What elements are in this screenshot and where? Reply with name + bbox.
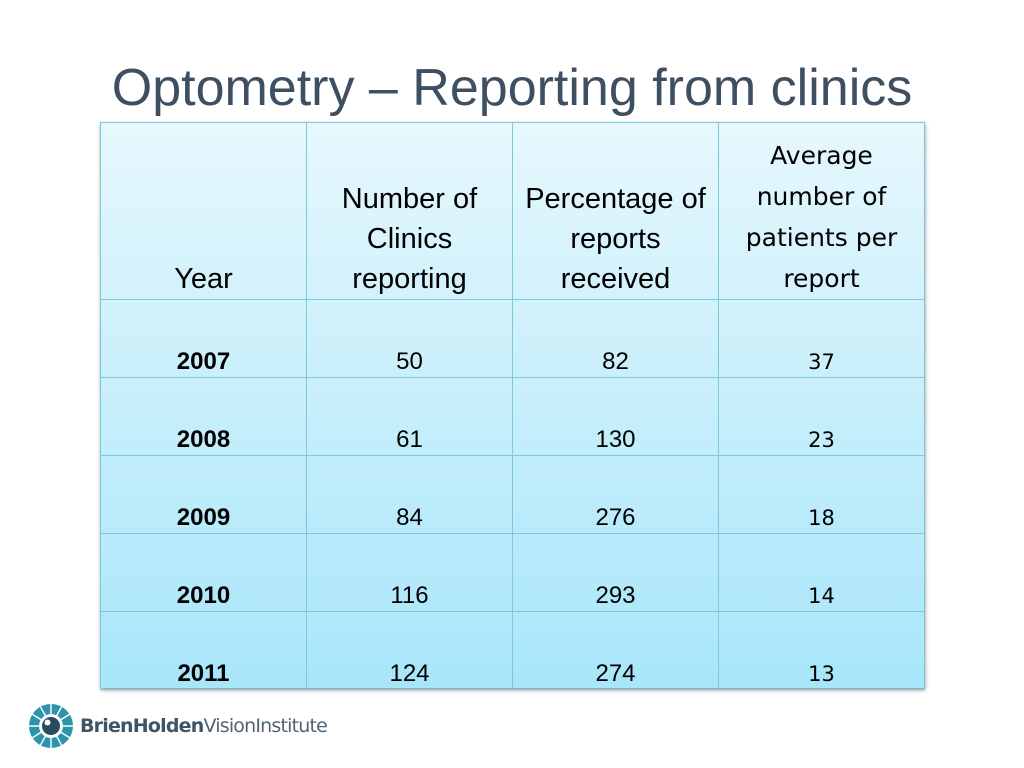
table-row: 2011 124 274 13: [100, 611, 925, 690]
cell-average: 23: [718, 377, 925, 456]
cell-percentage: 293: [512, 533, 719, 612]
cell-percentage: 82: [512, 299, 719, 378]
table-row: 2007 50 82 37: [100, 299, 925, 378]
header-average: Average number of patients per report: [718, 122, 925, 300]
cell-year: 2007: [100, 299, 307, 378]
cell-year: 2010: [100, 533, 307, 612]
cell-year: 2008: [100, 377, 307, 456]
table-row: 2008 61 130 23: [100, 377, 925, 456]
cell-year: 2011: [100, 611, 307, 690]
cell-percentage: 276: [512, 455, 719, 534]
cell-clinics: 84: [306, 455, 513, 534]
cell-average: 18: [718, 455, 925, 534]
table-header-row: Year Number of Clinics reporting Percent…: [100, 122, 925, 300]
eye-logo-icon: [28, 703, 74, 749]
header-clinics: Number of Clinics reporting: [306, 122, 513, 300]
table-row: 2009 84 276 18: [100, 455, 925, 534]
logo-wordmark: BrienHoldenVisionInstitute: [80, 715, 328, 737]
cell-clinics: 50: [306, 299, 513, 378]
reporting-table: Year Number of Clinics reporting Percent…: [100, 122, 925, 690]
cell-year: 2009: [100, 455, 307, 534]
cell-average: 13: [718, 611, 925, 690]
logo-name-bold: BrienHolden: [80, 715, 204, 737]
cell-average: 37: [718, 299, 925, 378]
slide-title: Optometry – Reporting from clinics: [111, 59, 913, 117]
data-table-container: Year Number of Clinics reporting Percent…: [100, 122, 925, 690]
cell-clinics: 124: [306, 611, 513, 690]
cell-percentage: 130: [512, 377, 719, 456]
logo-name-regular: VisionInstitute: [203, 715, 328, 737]
cell-average: 14: [718, 533, 925, 612]
cell-clinics: 61: [306, 377, 513, 456]
header-percentage: Percentage of reports received: [512, 122, 719, 300]
cell-clinics: 116: [306, 533, 513, 612]
header-year: Year: [100, 122, 307, 300]
cell-percentage: 274: [512, 611, 719, 690]
table-row: 2010 116 293 14: [100, 533, 925, 612]
brien-holden-logo: BrienHoldenVisionInstitute: [28, 703, 328, 749]
